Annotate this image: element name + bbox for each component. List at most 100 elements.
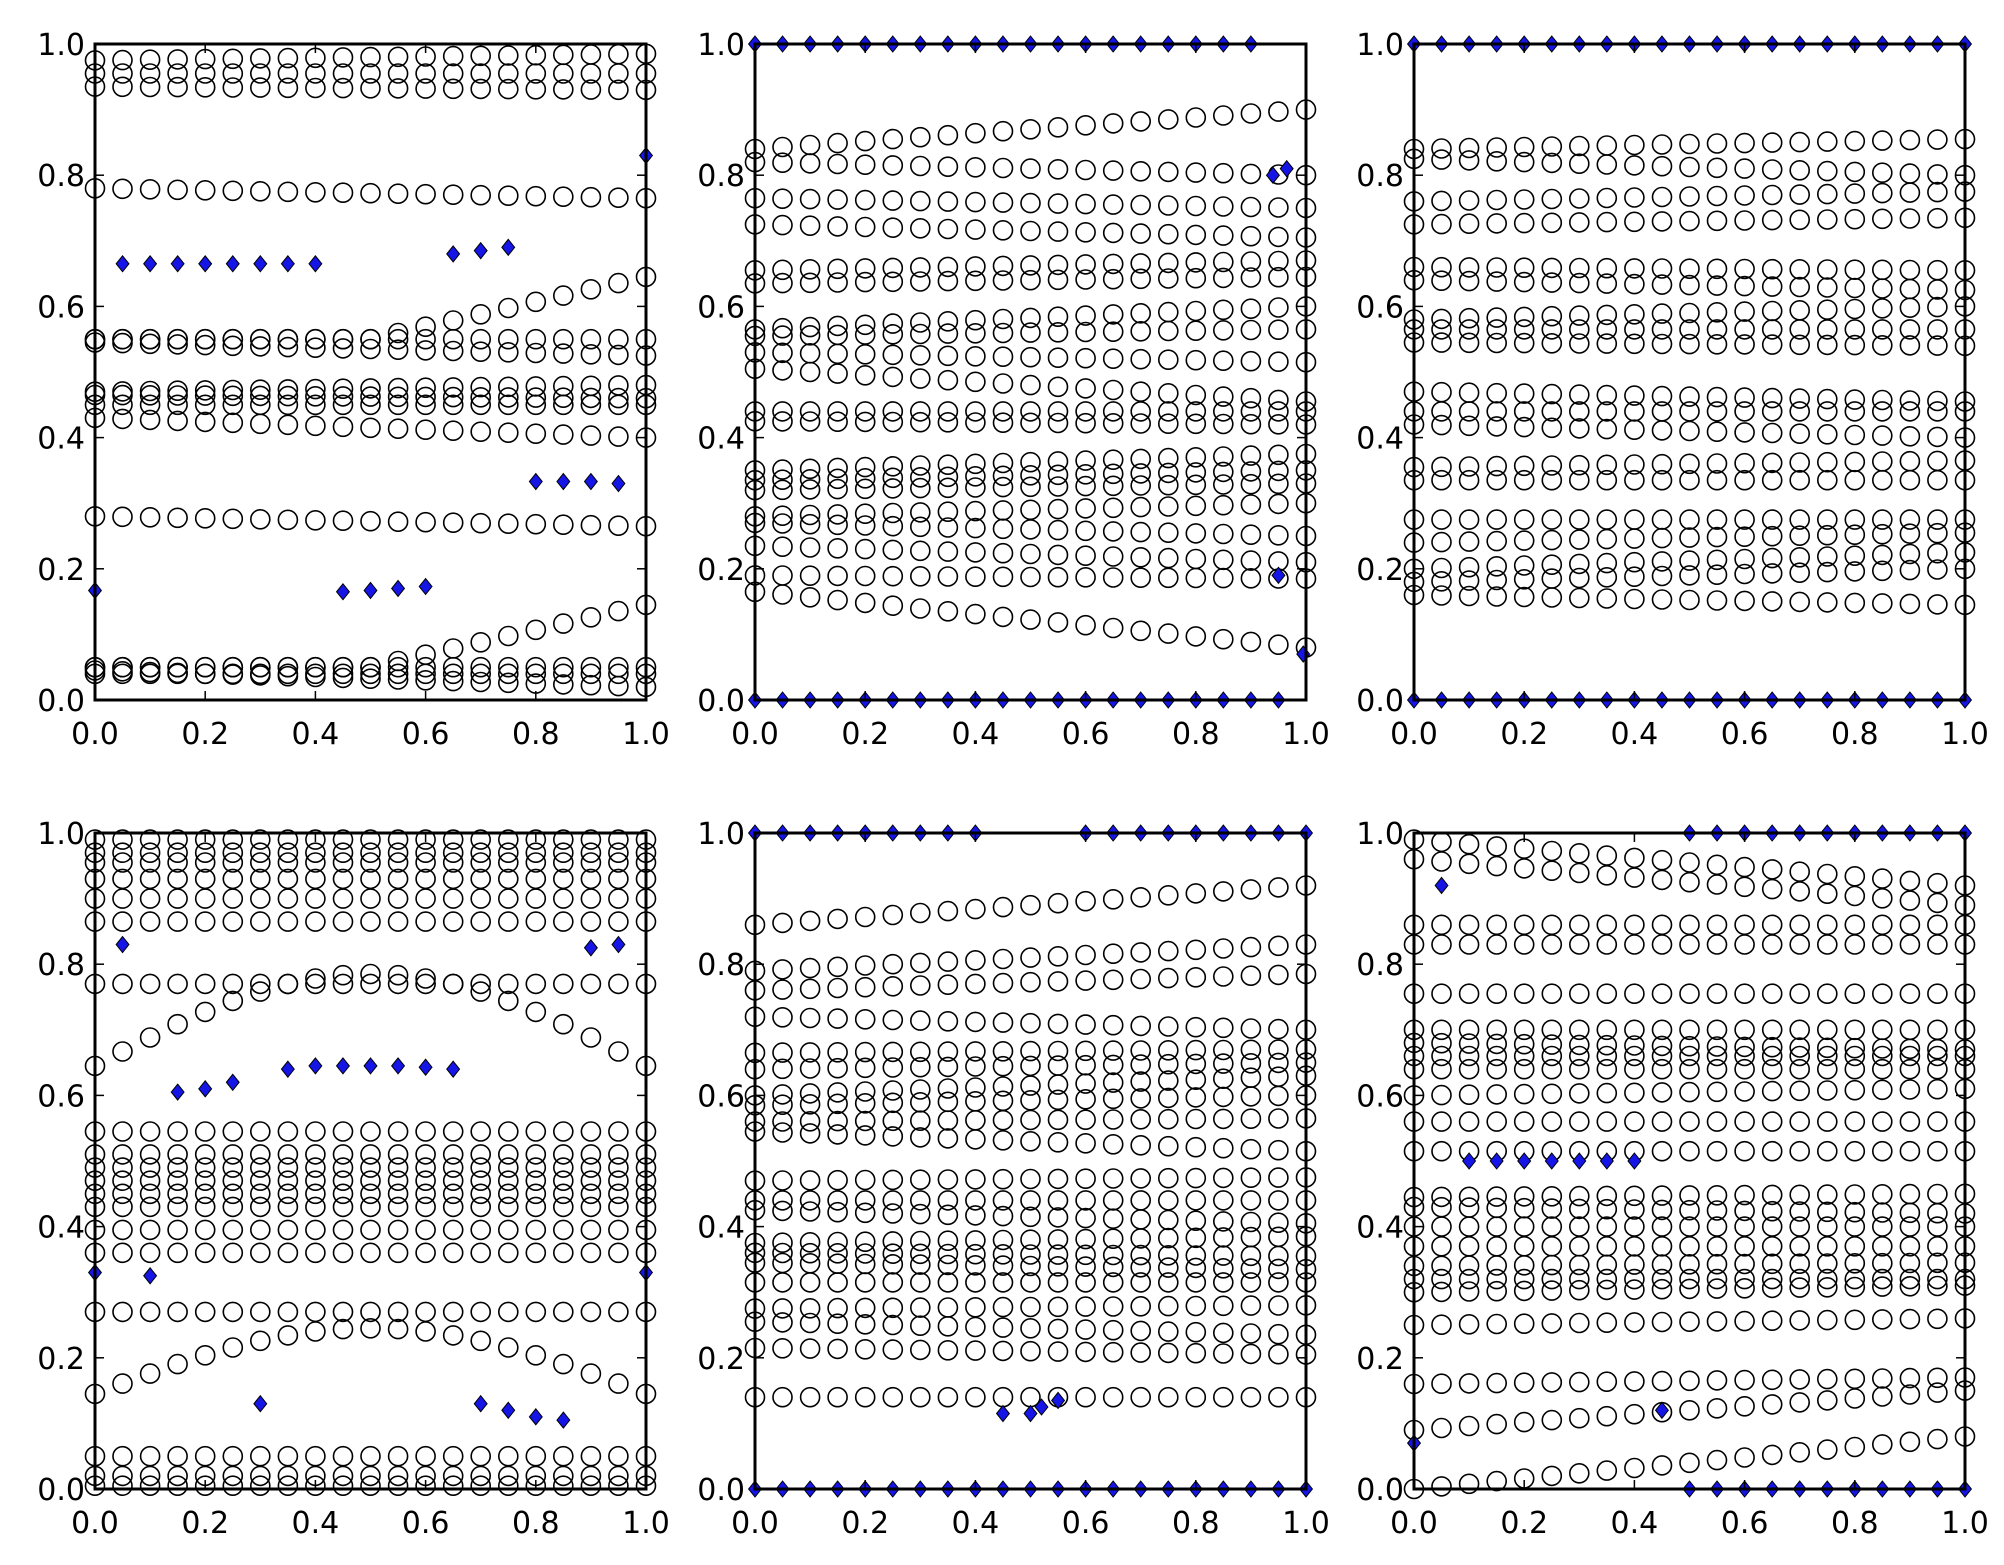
data-point-circle (1268, 1245, 1289, 1267)
y-tick-label: 0.4 (37, 1211, 85, 1246)
data-point-circle (909, 126, 931, 148)
data-point-circle (497, 888, 519, 909)
data-point-circle (1872, 401, 1893, 422)
data-point-circle (1213, 523, 1234, 545)
data-point-circle (1817, 401, 1838, 422)
data-point-circle (442, 842, 464, 864)
x-tick-label: 0.4 (292, 717, 340, 752)
data-point-circle (1679, 210, 1700, 232)
data-point-diamond (556, 1411, 571, 1429)
data-point-circle (882, 1110, 904, 1132)
data-point-circle (552, 1219, 574, 1241)
data-point-circle (1761, 1310, 1783, 1331)
data-point-circle (1817, 334, 1838, 356)
data-point-circle (194, 1170, 216, 1191)
data-point-circle (772, 479, 793, 501)
data-point-circle (249, 48, 271, 69)
y-tick-label: 0.4 (697, 422, 745, 457)
data-point-circle (1240, 1167, 1262, 1188)
data-point-circle (772, 1298, 793, 1319)
data-point-circle (415, 973, 436, 995)
data-point-circle (937, 466, 959, 488)
data-point-circle (194, 385, 216, 406)
data-point-circle (222, 1157, 244, 1178)
data-point-circle (1486, 416, 1507, 437)
data-point-circle (332, 1465, 354, 1487)
data-point-circle (194, 380, 216, 401)
data-point-circle (360, 829, 381, 850)
data-point-circle (1569, 272, 1590, 294)
data-point-circle (1158, 223, 1179, 245)
data-point-circle (1240, 879, 1262, 900)
data-point-circle (909, 344, 931, 366)
data-point-circle (1569, 1463, 1590, 1484)
data-point-circle (1569, 1034, 1590, 1056)
data-point-circle (1158, 109, 1179, 130)
data-point-circle (525, 513, 547, 535)
data-point-circle (1158, 567, 1179, 589)
data-point-diamond (1627, 1152, 1642, 1170)
data-point-circle (1240, 1295, 1262, 1316)
data-point-circle (167, 888, 188, 909)
data-point-circle (497, 1170, 519, 1191)
data-point-circle (387, 511, 409, 533)
axes-frame (93, 42, 648, 702)
data-point-circle (1624, 333, 1645, 355)
data-point-circle (139, 842, 161, 864)
data-point-circle (415, 1475, 436, 1496)
data-point-circle (827, 1110, 848, 1132)
data-point-circle (909, 902, 931, 924)
data-point-circle (772, 1232, 793, 1253)
data-point-circle (827, 132, 848, 154)
data-point-circle (167, 1121, 188, 1142)
data-point-circle (937, 1272, 959, 1293)
y-tick-label: 0.6 (1356, 290, 1404, 325)
data-point-circle (1158, 447, 1179, 469)
data-point-circle (1651, 1311, 1673, 1333)
data-point-circle (525, 328, 547, 350)
data-point-circle (1185, 1069, 1207, 1090)
data-point-circle (608, 187, 629, 208)
data-point-circle (580, 1219, 602, 1241)
data-point-circle (415, 1157, 436, 1178)
data-point-diamond (1034, 1398, 1049, 1416)
data-point-circle (1486, 151, 1507, 172)
data-point-circle (909, 1230, 931, 1252)
data-point-circle (277, 1301, 299, 1323)
data-point-circle (497, 1475, 519, 1496)
data-point-diamond (611, 935, 626, 954)
data-point-circle (1734, 258, 1755, 280)
data-point-circle (882, 1009, 904, 1031)
data-point-circle (277, 663, 299, 685)
data-point-circle (909, 1190, 931, 1211)
data-point-circle (387, 829, 409, 850)
data-point-circle (1020, 1229, 1041, 1250)
data-point-circle (1789, 934, 1810, 955)
data-point-circle (1872, 389, 1893, 411)
x-tick-label: 0.4 (1611, 717, 1659, 752)
data-point-circle (1761, 1394, 1783, 1415)
data-point-circle (552, 973, 574, 995)
data-point-circle (1486, 1268, 1507, 1290)
data-point-circle (305, 77, 326, 99)
data-point-circle (882, 539, 904, 561)
data-point-circle (1102, 546, 1124, 567)
data-point-circle (249, 328, 271, 350)
data-point-circle (277, 394, 299, 416)
data-point-circle (1513, 586, 1535, 608)
data-point-circle (1020, 346, 1041, 368)
data-point-circle (1185, 939, 1207, 961)
data-point-circle (1844, 1079, 1866, 1101)
data-point-circle (277, 1170, 299, 1191)
data-point-circle (1213, 1211, 1234, 1232)
data-point-circle (992, 1272, 1014, 1293)
data-point-circle (1431, 983, 1452, 1005)
data-point-circle (854, 467, 876, 489)
data-point-circle (1158, 1053, 1179, 1075)
data-point-circle (1596, 1019, 1618, 1041)
data-point-circle (1899, 559, 1921, 581)
data-point-circle (1431, 1373, 1452, 1394)
data-point-circle (1158, 1167, 1179, 1189)
data-point-circle (772, 536, 793, 558)
data-point-diamond (583, 472, 598, 491)
